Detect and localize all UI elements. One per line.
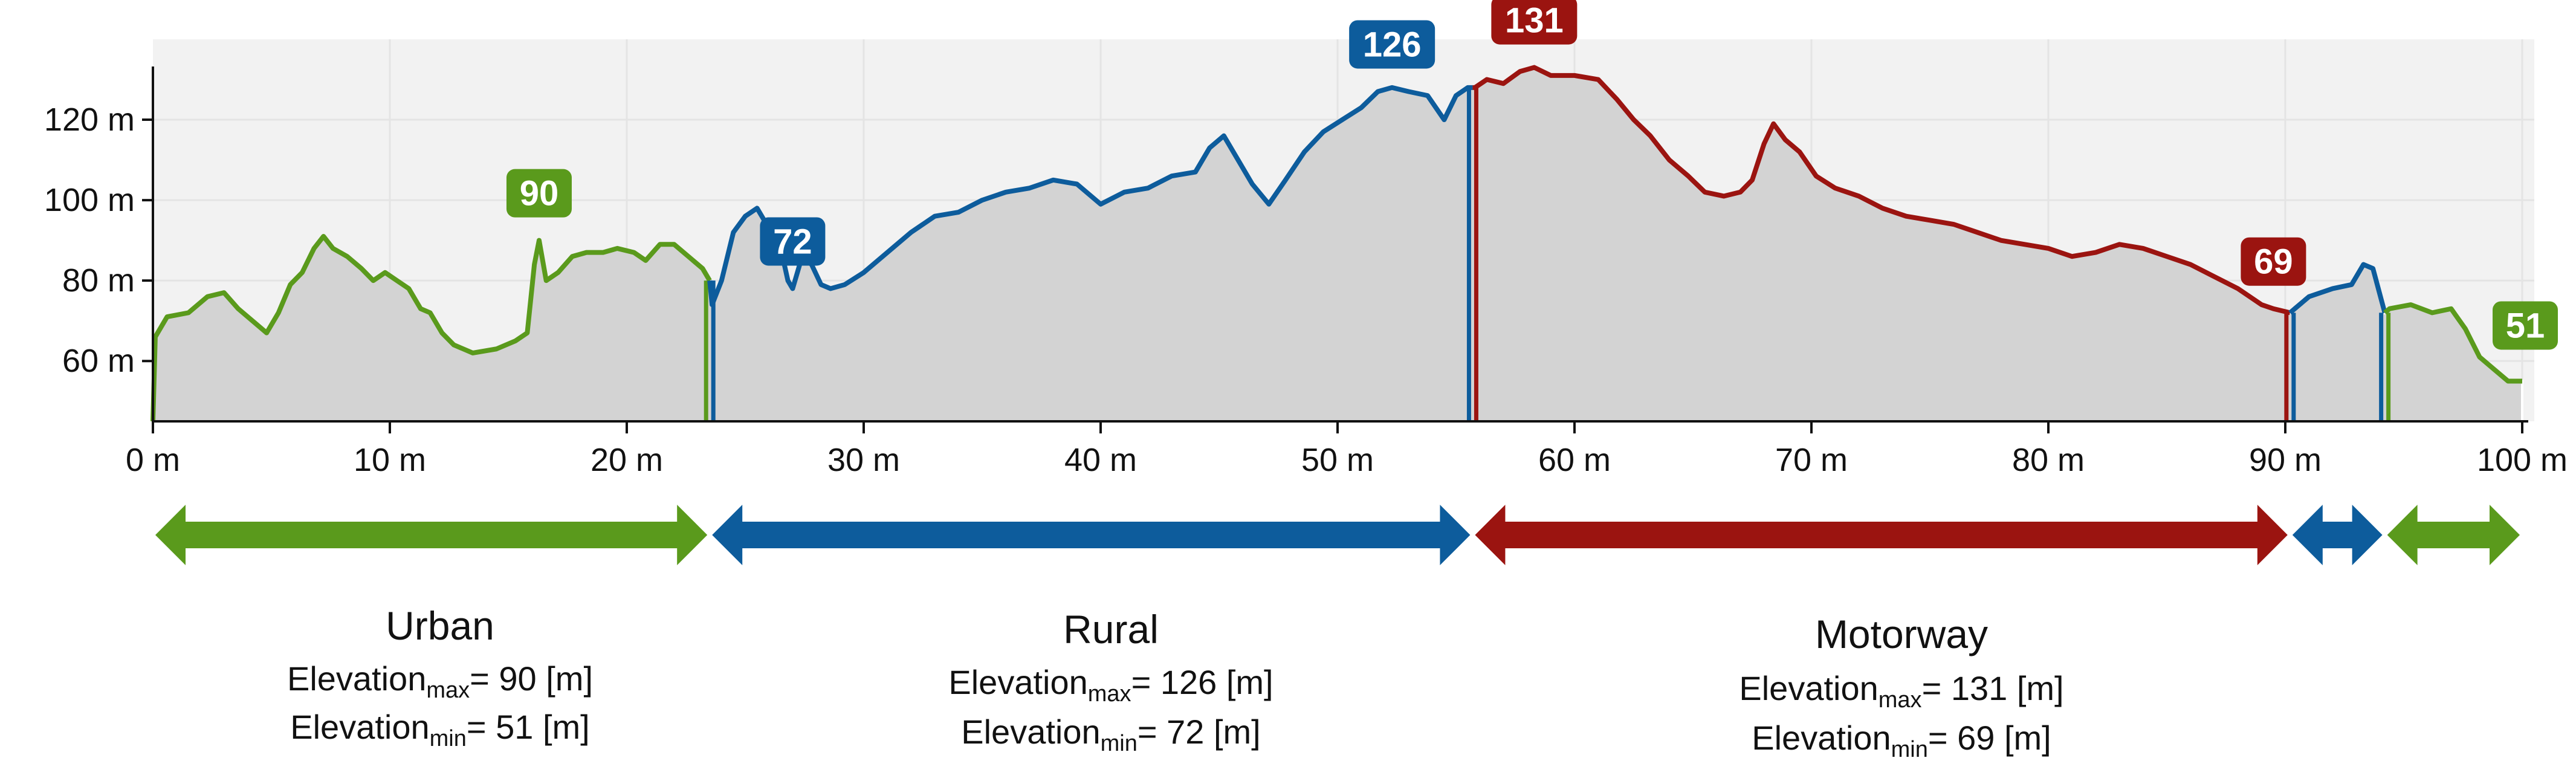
marker-69: 69 [2241, 237, 2306, 286]
marker-badge [760, 217, 826, 266]
segment-max-urban: Elevationmax= 90 [m] [287, 659, 593, 703]
marker-badge [506, 169, 572, 218]
segment-summary-urban: Urban Elevationmax= 90 [m] Elevationmin=… [287, 603, 593, 751]
segment-max-rural: Elevationmax= 126 [m] [948, 663, 1273, 707]
x-tick-label: 30 m [827, 442, 900, 478]
segment-title-urban: Urban [386, 603, 494, 648]
segment-title-rural: Rural [1063, 607, 1159, 652]
x-tick-label: 90 m [2249, 442, 2322, 478]
elevation-line-urban [150, 233, 712, 422]
marker-72: 72 [760, 217, 826, 266]
segment-arrow-urban [155, 505, 708, 565]
marker-90: 90 [506, 169, 572, 218]
x-tick-label: 50 m [1301, 442, 1374, 478]
segment-min-motorway: Elevationmin= 69 [m] [1752, 719, 2051, 762]
y-tick-label: 80 m [62, 262, 135, 299]
marker-label: 51 [2506, 306, 2545, 345]
axes: 60 m 80 m 100 m 120 m 0 m 10 m 20 m 30 m 40 m 50 … [44, 66, 2568, 478]
y-tick-label: 60 m [62, 343, 135, 379]
segment-summary-rural: Rural Elevationmax= 126 [m] Elevationmin… [948, 607, 1273, 756]
x-tick-label: 10 m [354, 442, 426, 478]
segment-title-motorway: Motorway [1815, 612, 1988, 656]
segment-min-urban: Elevationmin= 51 [m] [290, 708, 589, 751]
segment-arrow-motorway [1475, 505, 2288, 565]
marker-label: 131 [1505, 1, 1564, 41]
elevation-line-rural [2288, 262, 2387, 315]
marker-badge [2241, 237, 2306, 286]
marker-badge [1349, 20, 1435, 69]
segment-summary-motorway: Motorway Elevationmax= 131 [m] Elevation… [1739, 612, 2063, 762]
y-tick-label: 120 m [44, 102, 135, 138]
elevation-line-urban [2383, 302, 2522, 384]
marker-131: 131 [1491, 0, 1578, 45]
segment-max-motorway: Elevationmax= 131 [m] [1739, 669, 2063, 713]
x-tick-label: 100 m [2477, 442, 2568, 478]
segment-arrows [155, 505, 2520, 565]
marker-label: 69 [2254, 242, 2293, 282]
marker-label: 90 [520, 174, 559, 213]
marker-label: 72 [773, 222, 812, 261]
y-tick-label: 100 m [44, 182, 135, 218]
x-tick-label: 0 m [126, 442, 180, 478]
segment-min-rural: Elevationmin= 72 [m] [961, 713, 1260, 756]
x-tick-label: 40 m [1064, 442, 1137, 478]
marker-badge [2493, 301, 2558, 350]
x-tick-label: 60 m [1538, 442, 1611, 478]
marker-badge [1491, 0, 1578, 45]
marker-label: 126 [1363, 25, 1422, 64]
segment-arrow-rural [712, 505, 1471, 565]
marker-126: 126 [1349, 20, 1435, 69]
marker-51: 51 [2493, 301, 2558, 350]
x-tick-label: 20 m [591, 442, 663, 478]
x-tick-label: 70 m [1775, 442, 1848, 478]
segment-arrow-rural [2292, 505, 2383, 565]
elevation-markers: 90 72 126 131 69 51 [506, 0, 2558, 350]
elevation-line-motorway [1472, 65, 2291, 316]
x-tick-label: 80 m [2012, 442, 2085, 478]
plot-area [150, 39, 2534, 423]
segment-arrow-urban [2387, 505, 2520, 565]
